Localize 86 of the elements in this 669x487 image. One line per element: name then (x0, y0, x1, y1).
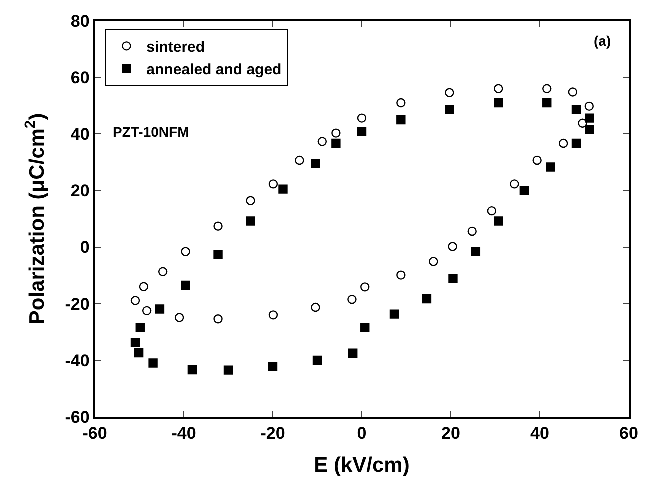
point (139, 282, 149, 292)
point (268, 180, 278, 189)
point (214, 314, 223, 324)
point (546, 162, 556, 172)
point (181, 280, 190, 290)
point (246, 196, 256, 206)
point (494, 84, 504, 94)
point (136, 323, 145, 332)
point (572, 138, 582, 148)
point (181, 247, 190, 256)
point (542, 98, 552, 108)
x-tick-label: -60 (82, 424, 108, 444)
point (348, 295, 357, 304)
legend-label: annealed and aged (146, 62, 282, 79)
point (332, 128, 341, 138)
x-tick-label: 20 (442, 424, 460, 444)
point (134, 348, 144, 358)
point (311, 159, 320, 168)
point (568, 88, 578, 97)
point (348, 348, 358, 358)
point (214, 222, 223, 231)
point (174, 313, 184, 322)
point (487, 206, 497, 216)
point (494, 98, 504, 108)
point (558, 138, 568, 148)
point (448, 242, 458, 252)
point (246, 216, 256, 226)
annotation: (a) (594, 33, 612, 49)
point (471, 247, 481, 256)
y-tick-label: 20 (70, 182, 90, 201)
point (278, 184, 288, 194)
y-tick-label: -20 (65, 294, 90, 314)
y-tick-label: 40 (70, 125, 90, 144)
point (188, 365, 198, 375)
point (130, 338, 140, 348)
annotation: PZT-10NFM (113, 124, 190, 140)
x-tick-label: -20 (260, 424, 286, 444)
point (532, 156, 542, 166)
point (585, 114, 594, 123)
point (130, 296, 140, 306)
point (542, 84, 552, 94)
y-tick-label: 80 (70, 12, 90, 31)
point (445, 88, 454, 98)
legend-label: sintered (146, 39, 206, 56)
point (158, 267, 168, 276)
point (214, 250, 223, 260)
y-tick-label: -60 (65, 408, 90, 427)
x-axis-title: E (kV/cm) (314, 454, 410, 477)
point (468, 226, 477, 236)
point (396, 270, 406, 280)
point (422, 294, 432, 304)
point (396, 98, 406, 108)
x-tick-label: 40 (530, 424, 550, 444)
x-tick-label: 0 (357, 424, 367, 444)
point (311, 302, 320, 312)
x-tick-label: -40 (172, 424, 196, 444)
x-tick-label: 60 (620, 424, 638, 444)
point (224, 366, 234, 375)
point (578, 118, 588, 128)
point (148, 358, 158, 368)
point (445, 105, 454, 114)
point (510, 180, 520, 189)
point (585, 125, 594, 134)
point (448, 274, 458, 284)
point (396, 115, 406, 125)
point (332, 138, 341, 148)
y-tick-label: -40 (65, 351, 90, 370)
point (360, 323, 370, 332)
point (572, 105, 582, 114)
point (155, 304, 165, 314)
point (268, 362, 278, 372)
point (360, 282, 370, 292)
point (142, 306, 152, 316)
point (268, 310, 278, 320)
y-tick-label: 60 (70, 68, 90, 88)
point (390, 310, 400, 319)
point (357, 114, 367, 123)
point (318, 137, 327, 146)
point (295, 156, 304, 166)
point (312, 356, 322, 366)
point (494, 216, 504, 226)
point (584, 102, 594, 112)
point (429, 257, 438, 266)
point (520, 186, 530, 196)
y-tick-label: 0 (80, 238, 90, 258)
point (357, 127, 367, 136)
